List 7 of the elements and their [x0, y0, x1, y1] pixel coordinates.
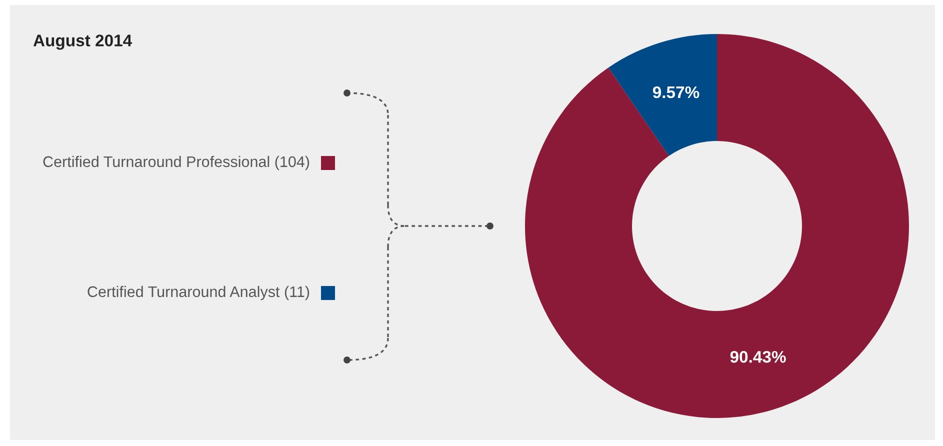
- donut-slice: [525, 34, 909, 418]
- data-label: 9.57%: [652, 86, 700, 98]
- legend-label: Certified Turnaround Professional (104): [43, 156, 310, 170]
- legend-label: Certified Turnaround Analyst (11): [88, 286, 310, 300]
- chart-title: August 2014: [33, 34, 132, 50]
- donut-slice: [608, 34, 717, 156]
- data-label: 90.43%: [730, 350, 786, 363]
